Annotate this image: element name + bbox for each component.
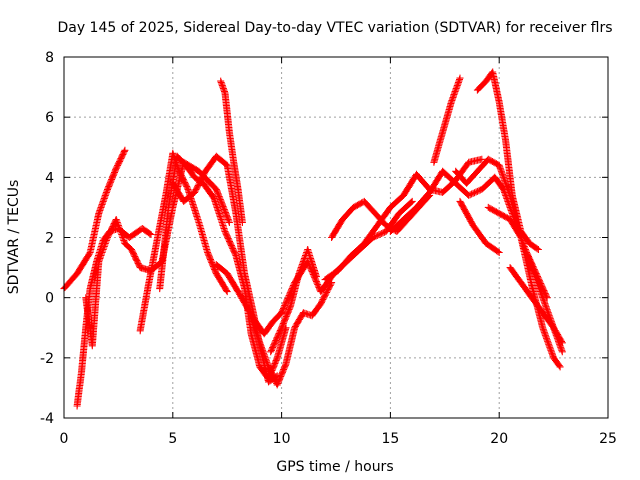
x-axis-label: GPS time / hours bbox=[276, 459, 393, 475]
series-points bbox=[247, 279, 336, 389]
y-axis-label: SDTVAR / TECUs bbox=[6, 180, 22, 295]
x-tick-label: 25 bbox=[599, 431, 617, 447]
y-tick-labels: -4 -2 0 2 4 6 8 bbox=[40, 50, 54, 427]
series-points bbox=[212, 261, 286, 338]
y-tick-label: -2 bbox=[40, 351, 54, 367]
x-tick-labels: 0 5 10 15 20 25 bbox=[60, 431, 617, 447]
series-arc-20 bbox=[506, 264, 566, 347]
x-tick-label: 10 bbox=[273, 431, 291, 447]
series-arc-19 bbox=[484, 203, 566, 356]
x-tick-label: 15 bbox=[381, 431, 399, 447]
series-arc-10 bbox=[267, 246, 320, 356]
series-arc-9 bbox=[247, 279, 336, 389]
series-arc-8 bbox=[212, 261, 286, 338]
x-tick-label: 0 bbox=[60, 431, 69, 447]
series-arc-18 bbox=[456, 197, 503, 256]
series-points bbox=[321, 155, 486, 284]
x-tick-label: 20 bbox=[490, 431, 508, 447]
series-points bbox=[506, 264, 566, 347]
y-tick-label: 0 bbox=[45, 291, 54, 307]
series-points bbox=[217, 77, 246, 226]
y-tick-label: 4 bbox=[45, 170, 54, 186]
axis-ticks bbox=[63, 56, 609, 419]
y-tick-label: 8 bbox=[45, 50, 54, 66]
series-points bbox=[267, 246, 320, 356]
series-arc-15 bbox=[430, 74, 464, 166]
series-arc-17 bbox=[473, 68, 542, 253]
y-tick-label: 6 bbox=[45, 110, 54, 126]
series-arc-7 bbox=[217, 77, 246, 226]
series-points bbox=[484, 203, 566, 356]
x-tick-label: 5 bbox=[168, 431, 177, 447]
chart-title: Day 145 of 2025, Sidereal Day-to-day VTE… bbox=[57, 20, 612, 36]
series-points bbox=[473, 68, 542, 253]
series-points bbox=[430, 74, 464, 166]
series-arc-13 bbox=[321, 155, 486, 284]
series-points bbox=[456, 197, 503, 256]
y-tick-label: 2 bbox=[45, 231, 54, 247]
data-points bbox=[60, 68, 566, 410]
y-tick-label: -4 bbox=[40, 411, 54, 427]
